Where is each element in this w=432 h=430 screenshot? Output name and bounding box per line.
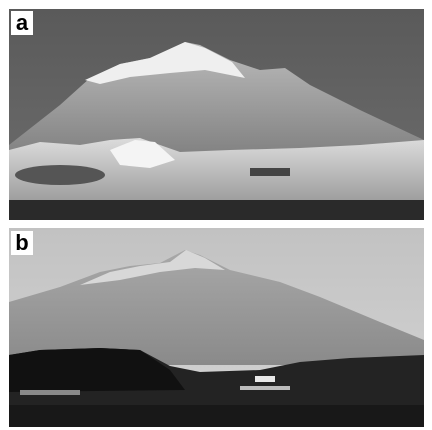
lights bbox=[240, 386, 290, 390]
panel-label: b bbox=[15, 230, 28, 255]
panel-label: a bbox=[16, 10, 29, 35]
figure: a b bbox=[0, 0, 432, 430]
ground bbox=[9, 200, 424, 220]
building bbox=[20, 390, 80, 395]
panel-b: b bbox=[9, 228, 424, 427]
building bbox=[250, 168, 290, 176]
ground bbox=[9, 405, 424, 427]
panel-a: a bbox=[9, 9, 424, 220]
building bbox=[255, 376, 275, 382]
shadow bbox=[15, 165, 105, 185]
